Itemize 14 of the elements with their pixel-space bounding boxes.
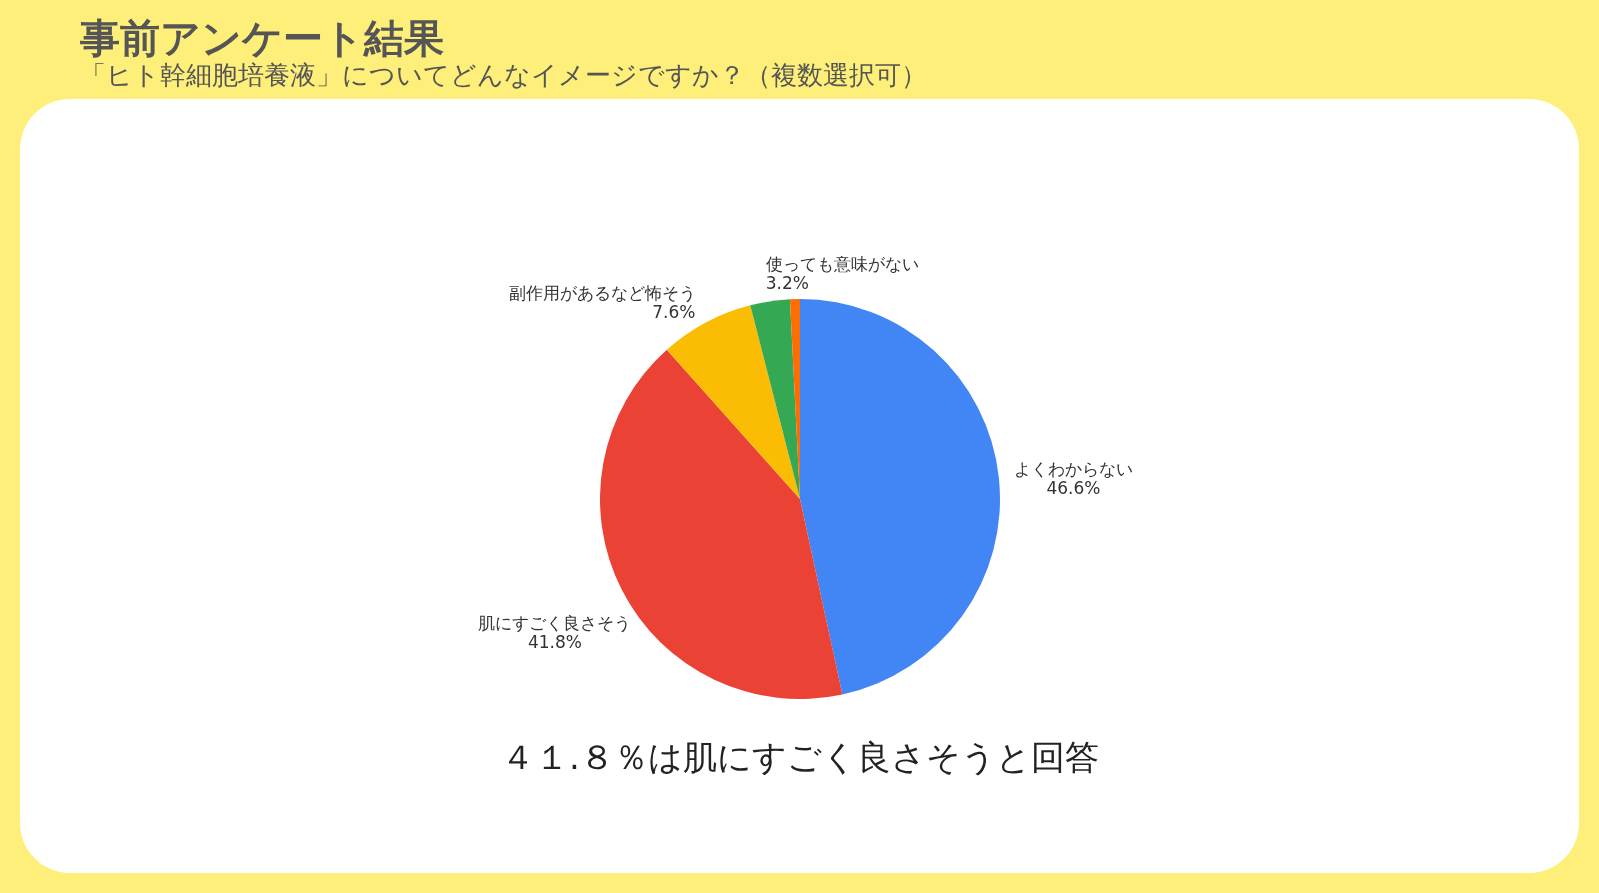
slice-label: 肌にすごく良さそう (478, 612, 632, 633)
data-label: 3.2% (765, 272, 809, 293)
slice-label: 副作用があるなど怖そう (508, 283, 696, 304)
pie-slice (600, 349, 843, 699)
pie-slice (800, 299, 1000, 695)
data-label: 46.6% (1046, 477, 1101, 498)
text: ４１.８％は肌にすごく良さそうと回答 (501, 737, 1099, 777)
pie-slice (750, 299, 800, 499)
data-label: 7.6% (652, 302, 696, 323)
chart-subtitle: 「ヒト幹細胞培養液」についてどんなイメージですか？（複数選択可） (80, 60, 927, 90)
data-label: 41.8% (527, 631, 582, 652)
slice-label: よくわからない (1013, 458, 1133, 479)
chart-title: 事前アンケート結果 (79, 15, 444, 61)
slice-label: 使っても意味がない (765, 253, 919, 274)
